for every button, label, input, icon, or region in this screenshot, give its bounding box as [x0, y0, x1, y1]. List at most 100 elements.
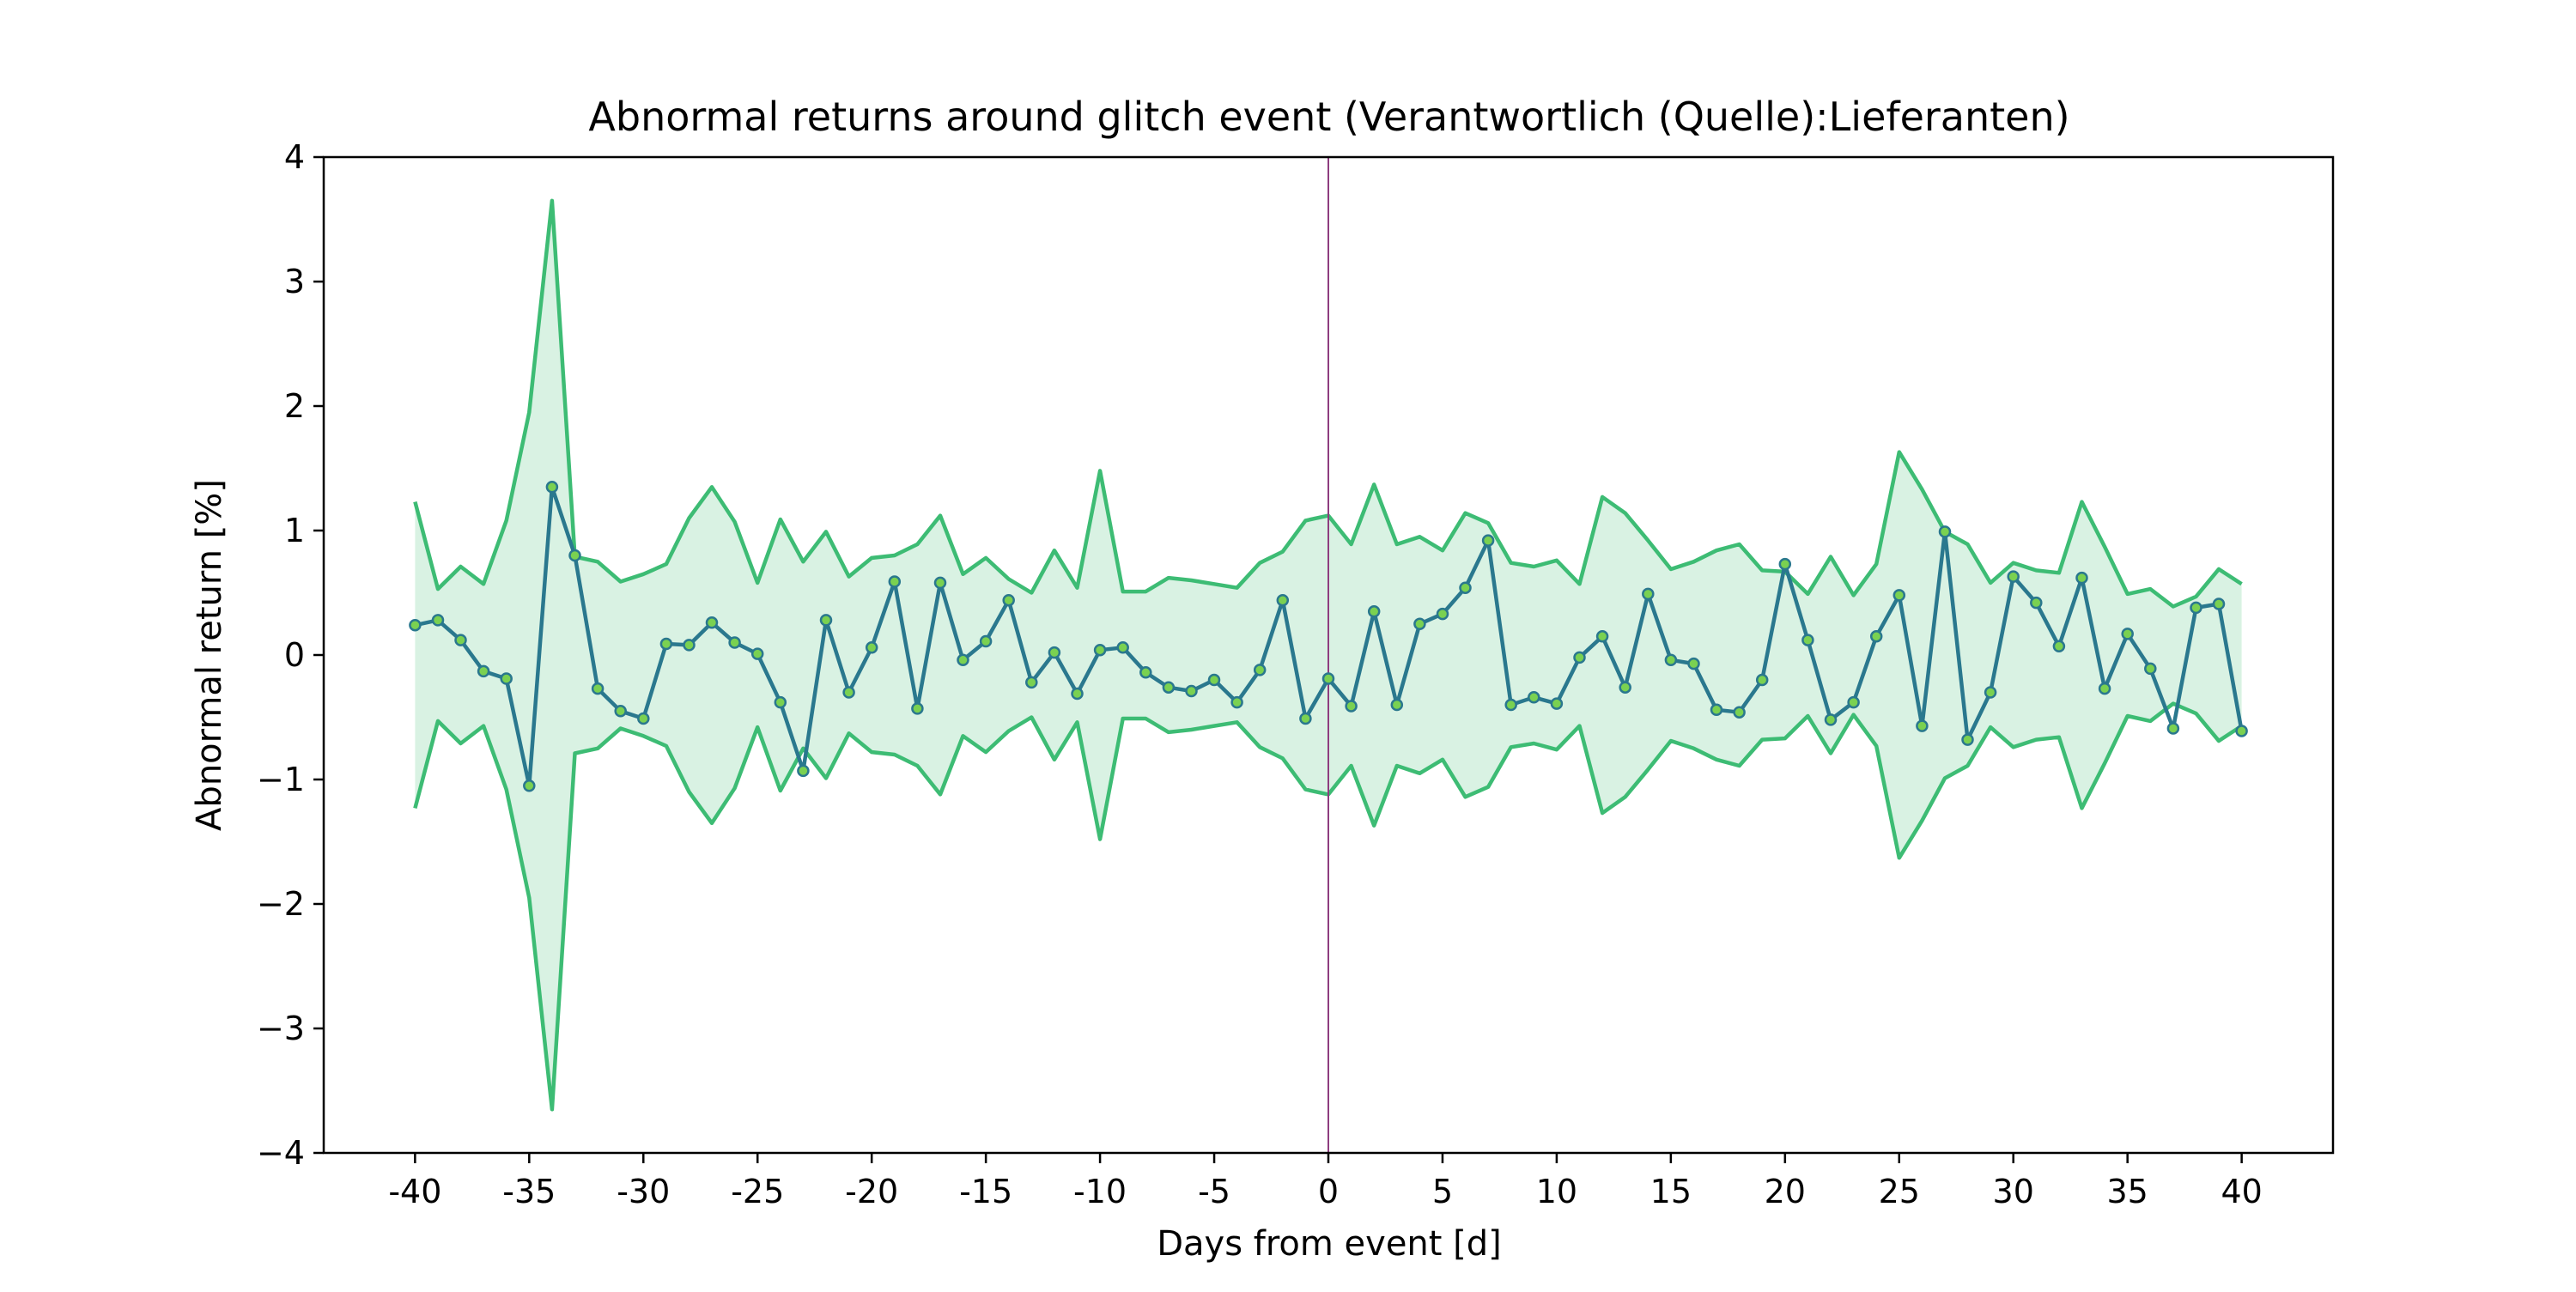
data-point — [1025, 676, 1038, 689]
y-tick-label: 2 — [284, 387, 305, 425]
data-point — [1642, 587, 1655, 601]
data-point — [659, 637, 673, 651]
x-tick-label: -35 — [502, 1173, 556, 1210]
x-tick-label: 40 — [2221, 1173, 2262, 1210]
data-point — [1093, 643, 1107, 657]
chart-title: Abnormal returns around glitch event (Ve… — [588, 94, 2069, 140]
data-point — [1390, 698, 1404, 712]
data-point — [1824, 713, 1838, 726]
data-point — [1276, 593, 1290, 607]
data-point — [1664, 653, 1678, 667]
data-point — [454, 634, 467, 646]
data-point — [637, 712, 650, 725]
data-point — [1938, 525, 1952, 538]
data-point — [1550, 697, 1564, 710]
y-tick-label: −1 — [257, 761, 305, 798]
y-tick-label: 4 — [284, 138, 305, 176]
data-point — [1504, 698, 1517, 712]
x-tick-label: -30 — [617, 1173, 670, 1210]
data-point — [911, 702, 924, 715]
data-point — [888, 575, 902, 588]
data-point — [2030, 596, 2043, 610]
y-tick-label: −3 — [257, 1010, 305, 1047]
x-tick-label: -20 — [845, 1173, 898, 1210]
data-point — [1961, 733, 1974, 746]
data-point — [683, 639, 696, 652]
y-tick-label: 0 — [284, 636, 305, 674]
data-point — [1253, 664, 1267, 676]
data-point — [591, 682, 605, 695]
data-point — [1619, 681, 1631, 694]
data-point — [842, 686, 855, 699]
data-point — [1984, 686, 1997, 699]
data-point — [2075, 571, 2088, 585]
x-tick-label: -25 — [731, 1173, 784, 1210]
y-axis-label: Abnormal return [%] — [190, 479, 229, 831]
x-tick-label: 35 — [2107, 1173, 2148, 1210]
data-point — [1413, 617, 1426, 631]
x-tick-label: 0 — [1318, 1173, 1339, 1210]
data-point — [1687, 657, 1700, 670]
data-point — [1481, 534, 1495, 547]
x-tick-label: 25 — [1879, 1173, 1920, 1210]
data-point — [1071, 687, 1084, 701]
y-axis: −4 −3 −2 −1 0 1 2 3 4 — [257, 138, 324, 1172]
x-tick-label: 10 — [1536, 1173, 1577, 1210]
y-tick-label: −4 — [257, 1134, 305, 1172]
data-point — [2144, 662, 2157, 676]
data-point — [500, 672, 513, 685]
data-point — [865, 641, 878, 654]
data-point — [2098, 682, 2111, 695]
data-point — [979, 634, 993, 648]
data-point — [1345, 700, 1358, 713]
data-point — [409, 618, 422, 632]
x-tick-label: -5 — [1198, 1173, 1230, 1210]
data-point — [1893, 589, 1906, 602]
data-point — [1869, 630, 1883, 643]
data-point — [2052, 640, 2066, 653]
data-point — [1595, 630, 1609, 643]
data-point — [750, 647, 764, 660]
data-point — [1459, 581, 1472, 594]
data-point — [774, 695, 787, 709]
data-point — [1185, 684, 1198, 698]
data-point — [1002, 593, 1015, 607]
data-point — [1573, 651, 1586, 664]
data-point — [933, 576, 947, 590]
data-point — [477, 664, 490, 678]
data-point — [1710, 703, 1723, 717]
data-point — [568, 549, 581, 562]
x-tick-label: 15 — [1650, 1173, 1692, 1210]
data-point — [1916, 719, 1929, 732]
data-point — [1436, 607, 1449, 621]
data-point — [1801, 634, 1814, 646]
data-point — [523, 779, 536, 792]
x-tick-label: 30 — [1993, 1173, 2034, 1210]
data-point — [1299, 712, 1312, 725]
data-point — [1048, 646, 1061, 659]
data-point — [2121, 628, 2134, 640]
data-point — [431, 614, 445, 627]
data-point — [2166, 722, 2180, 735]
y-tick-label: 3 — [284, 263, 305, 300]
data-point — [705, 616, 719, 629]
data-point — [2190, 601, 2202, 615]
x-axis-label: Days from event [d] — [1157, 1224, 1502, 1264]
data-point — [1367, 605, 1381, 618]
x-tick-label: -15 — [959, 1173, 1012, 1210]
mean-series-layer — [409, 481, 2248, 792]
data-point — [1847, 695, 1860, 709]
data-point — [957, 653, 969, 667]
x-axis: -40 -35 -30 -25 -20 -15 -10 -5 0 5 10 15 20 25 30 35 40 — [388, 1153, 2263, 1210]
data-point — [1162, 681, 1176, 694]
data-point — [545, 481, 559, 494]
data-point — [1207, 673, 1221, 687]
data-point — [819, 614, 833, 627]
data-point — [2212, 597, 2226, 610]
data-point — [1778, 557, 1792, 571]
data-point — [1230, 695, 1243, 709]
x-tick-label: -10 — [1073, 1173, 1127, 1210]
data-point — [1755, 673, 1769, 687]
